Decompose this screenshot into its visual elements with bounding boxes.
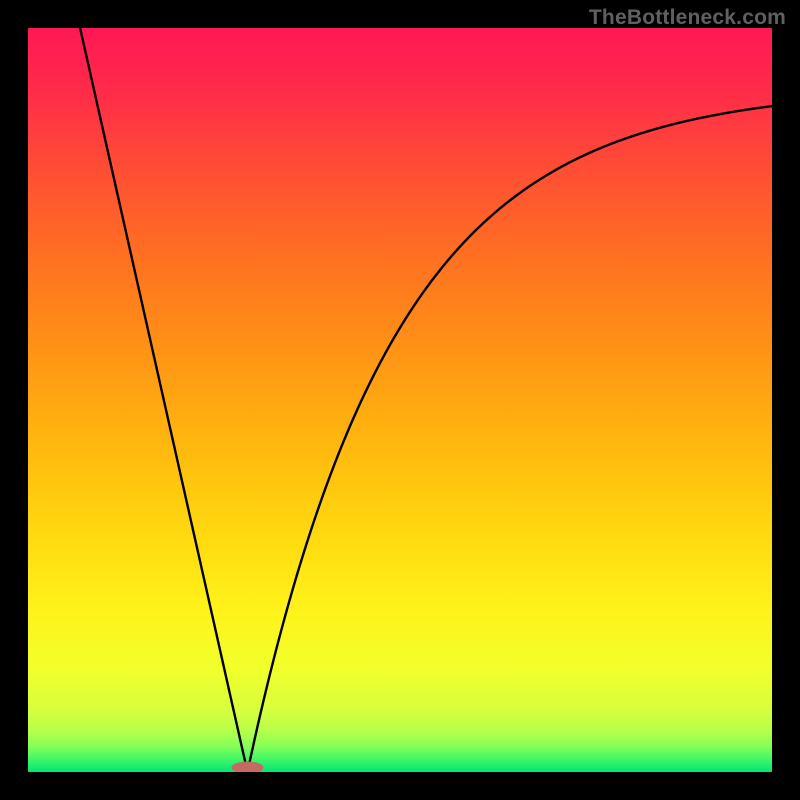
- chart-svg: [28, 28, 772, 772]
- watermark-text: TheBottleneck.com: [589, 6, 786, 30]
- plot-area: [28, 28, 772, 772]
- gradient-background: [28, 28, 772, 772]
- chart-frame: TheBottleneck.com: [0, 0, 800, 800]
